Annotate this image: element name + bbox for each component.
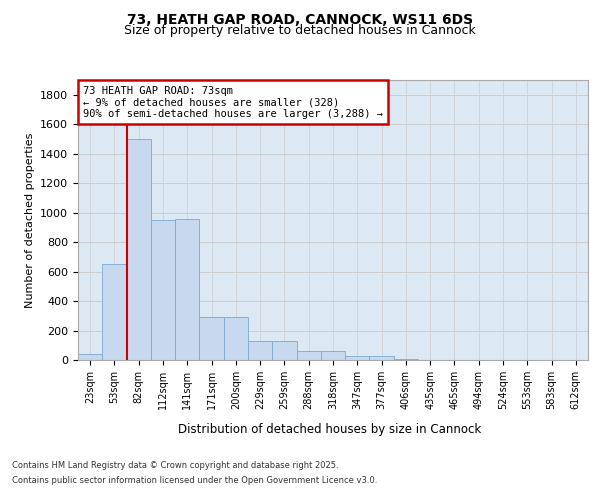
Bar bbox=[102, 264, 127, 360]
Bar bbox=[199, 316, 224, 360]
Bar bbox=[296, 351, 321, 360]
Text: Contains public sector information licensed under the Open Government Licence v3: Contains public sector information licen… bbox=[12, 476, 377, 485]
Bar bbox=[370, 356, 394, 360]
Bar bbox=[394, 358, 418, 360]
Text: Contains HM Land Registry data © Crown copyright and database right 2025.: Contains HM Land Registry data © Crown c… bbox=[12, 461, 338, 470]
Bar bbox=[224, 316, 248, 360]
Text: Size of property relative to detached houses in Cannock: Size of property relative to detached ho… bbox=[124, 24, 476, 37]
Text: Distribution of detached houses by size in Cannock: Distribution of detached houses by size … bbox=[178, 422, 482, 436]
Bar bbox=[248, 341, 272, 360]
Bar bbox=[175, 218, 199, 360]
Bar bbox=[78, 354, 102, 360]
Bar bbox=[151, 220, 175, 360]
Bar bbox=[321, 351, 345, 360]
Bar bbox=[345, 356, 370, 360]
Bar bbox=[272, 341, 296, 360]
Text: 73 HEATH GAP ROAD: 73sqm
← 9% of detached houses are smaller (328)
90% of semi-d: 73 HEATH GAP ROAD: 73sqm ← 9% of detache… bbox=[83, 86, 383, 119]
Text: 73, HEATH GAP ROAD, CANNOCK, WS11 6DS: 73, HEATH GAP ROAD, CANNOCK, WS11 6DS bbox=[127, 12, 473, 26]
Bar bbox=[127, 139, 151, 360]
Y-axis label: Number of detached properties: Number of detached properties bbox=[25, 132, 35, 308]
